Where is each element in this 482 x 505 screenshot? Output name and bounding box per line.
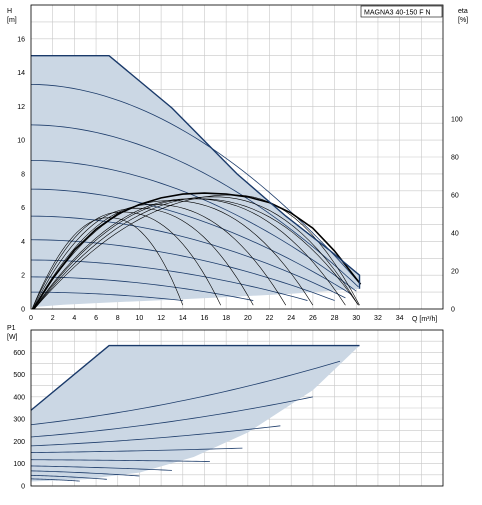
top-plot-frame bbox=[30, 4, 444, 310]
p1-tick-label: 500 bbox=[13, 372, 25, 379]
head-curve-5 bbox=[30, 215, 346, 299]
power-curve-8 bbox=[30, 474, 107, 480]
p1-tick-label: 200 bbox=[13, 439, 25, 446]
x-tick-label: 6 bbox=[94, 315, 98, 322]
power-curve-3 bbox=[30, 425, 281, 447]
eta-curve-9 bbox=[31, 217, 184, 310]
x-axis-label: Q [m³/h] bbox=[412, 316, 437, 323]
y2-axis-label: eta bbox=[458, 8, 468, 15]
y-axis-label: H bbox=[7, 8, 12, 15]
x-tick-label: 0 bbox=[29, 315, 33, 322]
p1-tick-label: 300 bbox=[13, 417, 25, 424]
head-curve-1 bbox=[30, 83, 359, 283]
eta-curves bbox=[31, 192, 362, 310]
x-tick-label: 4 bbox=[72, 315, 76, 322]
eta-curve-8 bbox=[31, 211, 222, 310]
power-envelope-line bbox=[30, 344, 360, 411]
y2-axis-unit: [%] bbox=[458, 17, 468, 24]
y-tick-label: 2 bbox=[21, 273, 25, 280]
y2-tick-label: 0 bbox=[451, 307, 455, 314]
head-envelope-fill bbox=[31, 55, 360, 308]
x-tick-label: 2 bbox=[51, 315, 55, 322]
eta-curve-5 bbox=[32, 200, 314, 310]
eta-curve-2 bbox=[34, 194, 360, 310]
y-tick-label: 4 bbox=[21, 239, 25, 246]
eta-curve-6 bbox=[32, 204, 287, 310]
y-tick-label: 6 bbox=[21, 205, 25, 212]
head-envelope-line bbox=[31, 54, 361, 289]
x-tick-label: 20 bbox=[244, 315, 252, 322]
head-curve-3 bbox=[30, 159, 357, 292]
x-tick-label: 30 bbox=[352, 315, 360, 322]
y-tick-label: 12 bbox=[17, 104, 25, 111]
x-tick-label: 8 bbox=[116, 315, 120, 322]
x-tick-label: 10 bbox=[136, 315, 144, 322]
eta-envelope-curve bbox=[32, 192, 362, 310]
title-box bbox=[360, 5, 443, 18]
head-curve-9 bbox=[30, 291, 183, 301]
p1-axis-label: P1 bbox=[7, 325, 16, 332]
x-tick-label: 22 bbox=[266, 315, 274, 322]
head-curve-8 bbox=[30, 276, 254, 301]
power-curve-2 bbox=[30, 396, 313, 438]
y2-tick-label: 80 bbox=[451, 155, 459, 162]
y2-tick-label: 40 bbox=[451, 231, 459, 238]
p1-axis-unit: [W] bbox=[7, 334, 18, 341]
top-axis-ticks: 0 2 4 6 8 10 12 14 16 18 20 22 24 26 28 30 32 34024681012… bbox=[17, 36, 463, 322]
y2-tick-label: 100 bbox=[451, 117, 463, 124]
eta-curve-7 bbox=[32, 207, 254, 310]
y-tick-label: 8 bbox=[21, 171, 25, 178]
power-curve-6 bbox=[30, 465, 172, 471]
power-curve-5 bbox=[30, 459, 210, 462]
x-tick-label: 32 bbox=[374, 315, 382, 322]
x-tick-label: 12 bbox=[157, 315, 165, 322]
y-tick-label: 10 bbox=[17, 138, 25, 145]
head-curve-6 bbox=[30, 239, 335, 301]
y2-tick-label: 60 bbox=[451, 193, 459, 200]
chart-title: MAGNA3 40-150 F N bbox=[364, 10, 431, 17]
power-curve-4 bbox=[30, 447, 243, 453]
bottom-plot-frame bbox=[30, 329, 444, 487]
p1-tick-label: 400 bbox=[13, 394, 25, 401]
x-tick-label: 26 bbox=[309, 315, 317, 322]
x-tick-label: 14 bbox=[179, 315, 187, 322]
power-curves bbox=[30, 360, 341, 482]
head-curve-2 bbox=[30, 124, 359, 288]
bottom-axis-ticks: 0 100 200 300 400 500 600 bbox=[13, 350, 25, 491]
p1-tick-label: 0 bbox=[21, 484, 25, 491]
y2-tick-label: 20 bbox=[451, 269, 459, 276]
x-tick-label: 16 bbox=[201, 315, 209, 322]
y-tick-label: 14 bbox=[17, 70, 25, 77]
power-envelope-fill bbox=[31, 345, 360, 482]
head-curve-4 bbox=[30, 188, 353, 295]
p1-tick-label: 600 bbox=[13, 350, 25, 357]
x-tick-label: 18 bbox=[222, 315, 230, 322]
x-tick-label: 24 bbox=[287, 315, 295, 322]
y-axis-unit: [m] bbox=[7, 17, 17, 24]
eta-curve-3 bbox=[34, 196, 359, 310]
head-curves bbox=[30, 83, 359, 301]
eta-curve-4 bbox=[33, 198, 346, 310]
p1-tick-label: 100 bbox=[13, 461, 25, 468]
y-tick-label: 0 bbox=[21, 307, 25, 314]
x-tick-label: 34 bbox=[396, 315, 404, 322]
x-tick-label: 28 bbox=[331, 315, 339, 322]
y-tick-label: 16 bbox=[17, 36, 25, 43]
power-curve-9 bbox=[30, 478, 80, 482]
power-curve-1 bbox=[30, 360, 341, 426]
power-curve-7 bbox=[30, 470, 140, 477]
